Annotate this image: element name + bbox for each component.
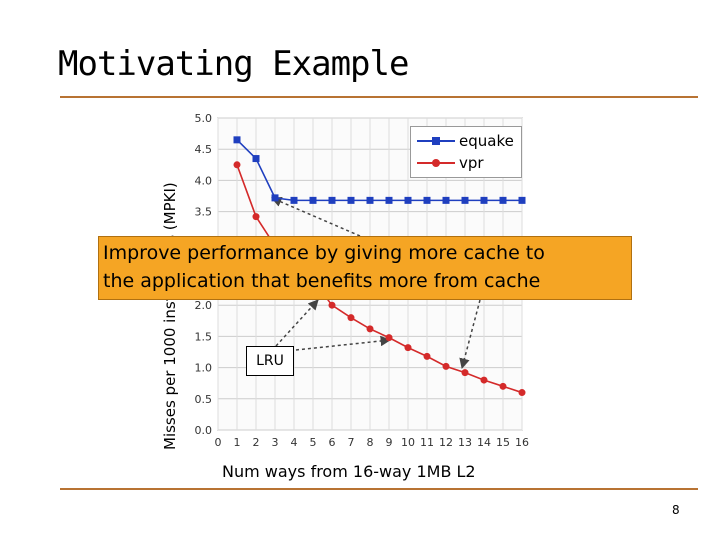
x-tick-label-15: 15: [496, 436, 510, 449]
point-equake-10: [404, 196, 412, 204]
point-equake-5: [309, 196, 317, 204]
x-tick-label-5: 5: [310, 436, 317, 449]
point-equake-16: [518, 196, 526, 204]
point-vpr-2: [252, 213, 260, 221]
y-tick-label-1: 0.5: [195, 393, 213, 406]
legend-label-vpr: vpr: [459, 154, 484, 172]
x-tick-label-14: 14: [477, 436, 491, 449]
x-tick-label-8: 8: [367, 436, 374, 449]
x-tick-label-12: 12: [439, 436, 453, 449]
y-tick-label-7: 3.5: [195, 206, 213, 219]
point-vpr-15: [499, 382, 507, 390]
series-line-equake: [236, 139, 522, 202]
point-equake-12: [442, 196, 450, 204]
point-equake-2: [252, 155, 260, 163]
lru-label-box: LRU: [246, 346, 294, 376]
arrow-callout-to-equake: [271, 196, 361, 237]
point-vpr-11: [423, 352, 431, 360]
slide-title: Motivating Example: [58, 44, 409, 84]
point-vpr-13: [461, 369, 469, 377]
point-vpr-1: [233, 161, 241, 169]
callout-line-2: the application that benefits more from …: [103, 270, 541, 292]
point-vpr-10: [404, 344, 412, 352]
point-vpr-14: [480, 376, 488, 384]
point-vpr-16: [518, 389, 526, 397]
y-tick-label-8: 4.0: [195, 174, 213, 187]
x-tick-label-3: 3: [272, 436, 279, 449]
callout-box: Improve performance by giving more cache…: [98, 236, 632, 300]
point-equake-8: [366, 196, 374, 204]
x-tick-label-1: 1: [234, 436, 241, 449]
point-equake-3: [271, 194, 279, 202]
point-vpr-7: [347, 314, 355, 322]
callout-line-1: Improve performance by giving more cache…: [103, 242, 545, 264]
point-equake-15: [499, 196, 507, 204]
point-vpr-12: [442, 362, 450, 370]
x-tick-label-4: 4: [291, 436, 298, 449]
legend-swatch-vpr: [417, 159, 455, 167]
point-vpr-6: [328, 301, 336, 309]
x-axis-label: Num ways from 16-way 1MB L2: [222, 462, 476, 481]
point-equake-11: [423, 196, 431, 204]
x-tick-label-10: 10: [401, 436, 415, 449]
arrow-lru-up: [275, 299, 319, 347]
point-equake-6: [328, 196, 336, 204]
arrow-lru-to-vpr: [295, 335, 392, 351]
y-tick-label-2: 1.0: [195, 362, 213, 375]
x-tick-label-6: 6: [329, 436, 336, 449]
page-number: 8: [672, 503, 680, 517]
chart-legend: equake vpr: [410, 126, 522, 178]
y-tick-label-4: 2.0: [195, 299, 213, 312]
legend-item-equake: equake: [415, 131, 519, 151]
x-tick-label-9: 9: [386, 436, 393, 449]
legend-item-vpr: vpr: [415, 153, 519, 173]
legend-swatch-equake: [417, 137, 455, 145]
point-equake-9: [385, 196, 393, 204]
x-tick-label-2: 2: [253, 436, 260, 449]
x-tick-label-16: 16: [515, 436, 529, 449]
y-tick-label-9: 4.5: [195, 143, 213, 156]
x-tick-label-11: 11: [420, 436, 434, 449]
point-equake-1: [233, 136, 241, 144]
point-equake-4: [290, 196, 298, 204]
point-vpr-9: [385, 334, 393, 342]
point-vpr-8: [366, 325, 374, 333]
point-equake-14: [480, 196, 488, 204]
x-tick-label-7: 7: [348, 436, 355, 449]
footer-rule: [60, 488, 698, 490]
y-tick-label-10: 5.0: [195, 112, 213, 125]
legend-label-equake: equake: [459, 132, 514, 150]
y-tick-label-0: 0.0: [195, 424, 213, 437]
point-equake-7: [347, 196, 355, 204]
x-tick-label-13: 13: [458, 436, 472, 449]
title-underline: [60, 96, 698, 98]
x-tick-label-0: 0: [215, 436, 222, 449]
callout-arrows: [271, 196, 481, 370]
y-tick-label-3: 1.5: [195, 330, 213, 343]
point-equake-13: [461, 196, 469, 204]
